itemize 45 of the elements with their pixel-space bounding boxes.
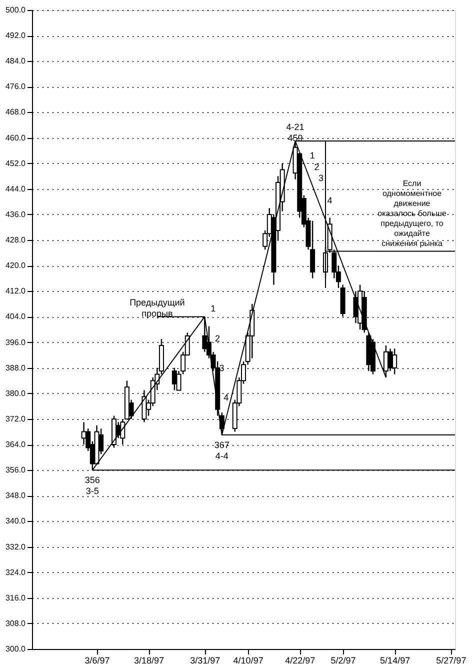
- y-tick-label: 500.0: [5, 6, 26, 14]
- y-tick-label: 484.0: [5, 56, 26, 66]
- x-tick-label: 5/27/97: [436, 656, 466, 666]
- x-tick-label: 3/6/97: [84, 656, 110, 666]
- y-tick-label: 404.0: [5, 312, 26, 322]
- annotation: Если одномоментное движение оказалось больше предыдущего, то ожидайте снижения рынка: [378, 179, 447, 248]
- y-tick-label: 412.0: [5, 286, 26, 296]
- annotation: 1: [310, 150, 315, 160]
- annotation: 4: [224, 392, 229, 402]
- y-tick-label: 324.0: [5, 568, 26, 577]
- y-tick-label: 316.0: [5, 593, 26, 602]
- annotation: 2: [314, 162, 320, 172]
- x-tick-label: 4/10/97: [233, 656, 264, 666]
- y-tick-label: 444.0: [5, 184, 26, 194]
- x-tick-label: 5/2/97: [330, 656, 356, 666]
- x-tick-label: 5/14/97: [380, 656, 410, 666]
- annotation: 367 4-4: [214, 440, 230, 461]
- x-tick-label: 3/18/97: [134, 656, 164, 666]
- annotation: 4: [327, 195, 332, 206]
- y-tick-label: 300.0: [5, 644, 26, 654]
- y-tick-label: 340.0: [5, 516, 26, 526]
- annotation: 1: [210, 304, 216, 314]
- y-tick-label: 420.0: [5, 261, 26, 270]
- y-tick-label: 428.0: [5, 236, 26, 245]
- y-tick-label: 332.0: [5, 542, 26, 552]
- annotation: 2: [214, 333, 220, 344]
- y-tick-label: 356.0: [5, 466, 26, 475]
- y-tick-label: 380.0: [5, 388, 26, 398]
- y-tick-label: 388.0: [5, 363, 26, 372]
- y-tick-label: 476.0: [5, 82, 26, 92]
- x-tick-label: 4/22/97: [285, 656, 316, 666]
- y-tick-label: 492.0: [5, 31, 26, 40]
- y-tick-label: 364.0: [5, 440, 26, 450]
- annotation: Предыдущий прорыв: [130, 298, 185, 319]
- annotation: 3: [318, 173, 324, 184]
- y-tick-label: 396.0: [5, 338, 26, 347]
- y-tick-label: 452.0: [5, 158, 26, 168]
- y-tick-label: 372.0: [5, 414, 26, 424]
- annotation: 356 3-5: [84, 475, 100, 496]
- y-tick-label: 468.0: [5, 108, 26, 117]
- y-tick-label: 348.0: [5, 491, 26, 500]
- y-tick-label: 436.0: [5, 210, 26, 219]
- x-tick-label: 3/31/97: [190, 656, 220, 666]
- y-tick-label: 308.0: [5, 618, 26, 628]
- y-tick-label: 460.0: [5, 133, 26, 142]
